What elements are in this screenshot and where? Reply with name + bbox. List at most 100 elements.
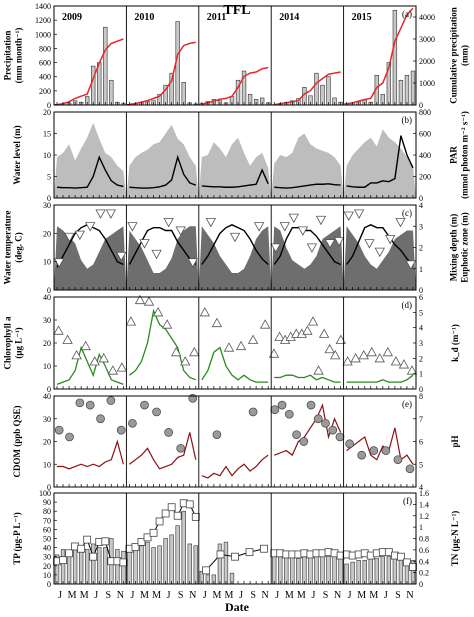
euphotic-marker <box>384 234 396 245</box>
water-temperature-line <box>201 224 269 266</box>
y2-tick-label: 6 <box>419 293 423 302</box>
month-label: J <box>348 590 352 601</box>
y2-axis-label-line: k_d (m⁻¹) <box>450 324 460 362</box>
kd-marker <box>259 319 271 329</box>
kd-marker <box>80 340 91 351</box>
bar <box>362 560 367 585</box>
tn-marker <box>245 548 254 557</box>
kd-marker <box>307 316 319 326</box>
bar <box>97 62 102 106</box>
tn-marker <box>83 535 92 544</box>
kd-marker <box>318 328 330 338</box>
y-tick-label: 800 <box>39 44 51 53</box>
bar <box>97 547 102 585</box>
month-label: M <box>140 590 149 601</box>
month-label: M <box>297 590 306 601</box>
ph-marker <box>248 407 258 417</box>
water-temperature-line <box>128 226 197 266</box>
par-area <box>343 129 416 198</box>
tn-marker <box>119 558 128 567</box>
y2-tick-label: 0.4 <box>419 557 429 566</box>
y2-tick-label: 1.4 <box>419 500 429 509</box>
bar <box>368 556 373 585</box>
ph-marker <box>54 425 64 435</box>
panel-frame <box>53 296 417 390</box>
ph-marker <box>292 430 301 440</box>
par-area <box>54 122 127 198</box>
y-axis-label: Water temperature (deg. C) <box>3 211 24 285</box>
y-axis-label: TP (μg-P L⁻¹) <box>12 512 22 565</box>
euphotic-marker <box>364 239 375 249</box>
y2-axis-label-line: PAR <box>449 146 459 164</box>
y2-tick-label: 1 <box>419 265 423 274</box>
kd-marker <box>180 356 191 366</box>
euphotic-marker <box>253 222 265 232</box>
bar <box>356 560 361 585</box>
CDOM-line <box>129 432 197 470</box>
y-tick-label: 30 <box>43 553 51 562</box>
ph-marker <box>277 400 287 410</box>
y-axis-label-line: CDOM (ppb QSE) <box>12 405 22 477</box>
ph-marker <box>152 407 161 417</box>
cumulative-precipitation-line <box>56 38 124 106</box>
y2-axis-label-line: pH <box>450 435 460 447</box>
euphotic-marker <box>127 222 138 232</box>
bar <box>392 9 398 106</box>
tn-marker <box>231 552 239 561</box>
ph-marker <box>321 418 330 428</box>
euphotic-marker <box>95 209 106 219</box>
y2-tick-label: 3 <box>419 339 423 348</box>
CDOM-line <box>346 427 414 465</box>
bar <box>91 65 96 106</box>
bar <box>181 510 186 585</box>
bar <box>320 556 325 585</box>
euphotic-marker <box>116 251 127 262</box>
bar <box>139 545 144 585</box>
year-label: 2011 <box>207 12 226 23</box>
month-label: M <box>80 590 89 601</box>
ph-marker <box>96 414 105 424</box>
chlorophyll-a-line <box>56 345 124 386</box>
panel-f: 010203040506070809010000.20.40.60.811.21… <box>12 489 460 589</box>
y2-tick-label: 0.2 <box>419 569 429 578</box>
y2-axis-label: TN (μg-N L⁻¹) <box>450 511 460 567</box>
bar <box>284 556 289 585</box>
kd-marker <box>302 325 313 335</box>
y2-tick-label: 1 <box>419 523 423 532</box>
y-axis-label-line: (mm month⁻¹) <box>14 28 24 84</box>
month-label: J <box>130 590 134 601</box>
month-label: N <box>334 590 341 601</box>
mixing-depth-area <box>54 226 127 290</box>
kd-marker <box>350 353 361 363</box>
bar <box>175 525 180 585</box>
bar <box>85 549 90 585</box>
y2-tick-label: 6 <box>419 438 423 447</box>
bar <box>296 558 301 585</box>
tn-marker <box>167 503 176 512</box>
y-tick-label: 30 <box>43 201 51 210</box>
y2-axis-label-line: Mixing depth (m) <box>449 214 459 282</box>
panel-e: 0 10 20 30 40 4 5 6 7 8 (e) CDOM (ppb QSE) pH <box>12 392 460 492</box>
ph-marker <box>176 443 186 453</box>
kd-marker <box>211 317 223 328</box>
x-axis-label: Date <box>225 600 250 614</box>
month-label: M <box>357 590 366 601</box>
year-label: 2014 <box>279 12 299 23</box>
month-label: M <box>212 590 221 601</box>
ph-marker <box>140 400 149 410</box>
y2-tick-label: 2 <box>419 244 423 253</box>
panel-d: 0 10 20 30 40 0 1 2 3 4 5 6 (d) Chlorophyll a (μg L⁻¹)… <box>3 293 460 394</box>
month-label: M <box>152 590 161 601</box>
bar <box>326 556 331 585</box>
euphotic-marker <box>324 239 336 249</box>
y-tick-label: 600 <box>39 59 51 68</box>
y-tick-label: 100 <box>39 489 51 498</box>
y-tick-label: 10 <box>43 571 51 580</box>
water-level-line <box>129 154 197 189</box>
tn-marker <box>191 512 200 521</box>
bar <box>380 556 385 585</box>
bar <box>308 554 313 585</box>
ph-marker <box>284 409 294 419</box>
